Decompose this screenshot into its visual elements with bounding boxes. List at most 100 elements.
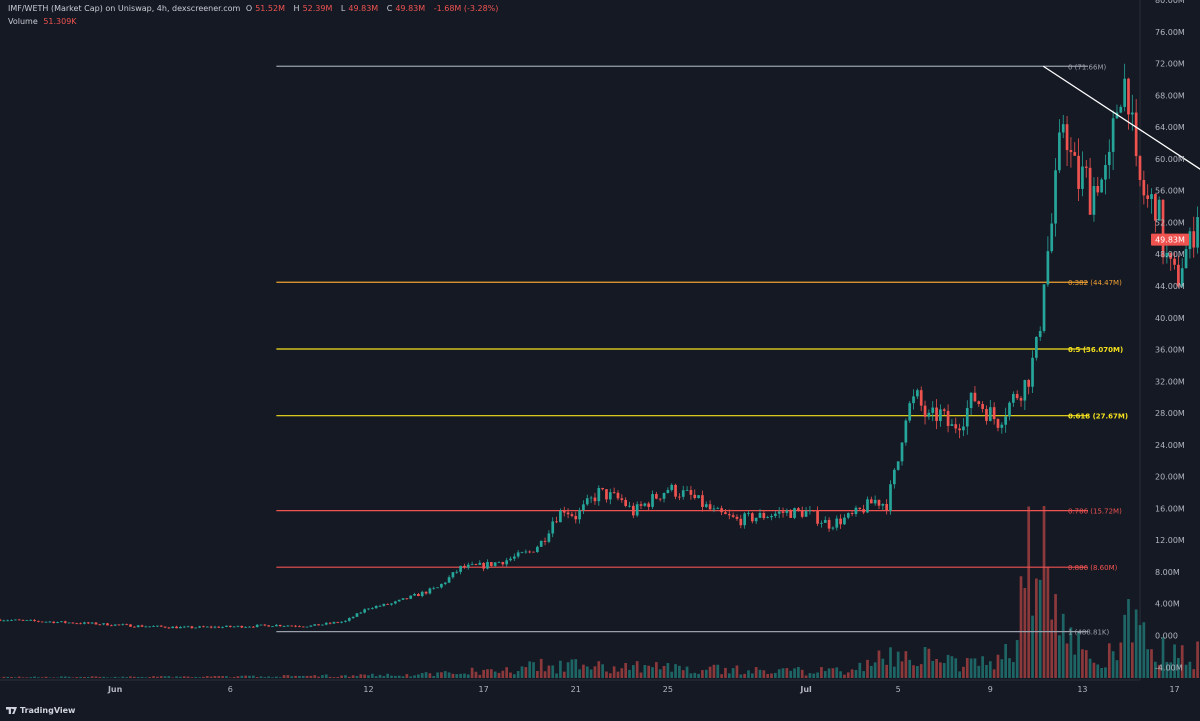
candle-body bbox=[850, 513, 854, 515]
candle-body bbox=[21, 619, 25, 621]
candle-body bbox=[1169, 252, 1173, 259]
candle-body bbox=[106, 623, 109, 626]
volume-bar bbox=[831, 668, 835, 678]
candle-body bbox=[309, 625, 313, 627]
candle-body bbox=[1146, 195, 1150, 199]
price-tick-label: 8.00M bbox=[1155, 568, 1180, 577]
volume-bar bbox=[800, 669, 804, 678]
volume-bar bbox=[1127, 599, 1130, 678]
price-tick-label: 68.00M bbox=[1155, 91, 1185, 100]
volume-bar bbox=[658, 669, 662, 678]
volume-bar bbox=[497, 672, 501, 678]
volume-bar bbox=[727, 673, 731, 678]
volume-bar bbox=[1134, 609, 1138, 678]
volume-bar bbox=[117, 677, 121, 678]
volume-bar bbox=[1035, 578, 1038, 678]
candle-body bbox=[869, 499, 873, 504]
volume-bar bbox=[774, 672, 777, 678]
time-tick-label: 12 bbox=[363, 685, 373, 694]
price-tick-label: 40.00M bbox=[1155, 314, 1185, 323]
candle-body bbox=[766, 517, 770, 519]
candle-body bbox=[1104, 165, 1107, 180]
candle-body bbox=[812, 510, 816, 512]
candle-body bbox=[1065, 124, 1069, 151]
candle-body bbox=[1011, 394, 1015, 403]
candle-body bbox=[232, 626, 236, 628]
volume-bar bbox=[954, 658, 958, 678]
candle-body bbox=[1088, 167, 1092, 215]
volume-bar bbox=[332, 677, 336, 678]
volume-bar bbox=[1142, 622, 1146, 678]
candle-body bbox=[881, 503, 885, 506]
volume-bar bbox=[1123, 614, 1126, 678]
volume-bar bbox=[271, 677, 274, 678]
candle-body bbox=[1027, 380, 1031, 387]
candle-body bbox=[225, 625, 228, 627]
volume-bar bbox=[881, 658, 885, 678]
price-tick-label: 80.00M bbox=[1155, 0, 1185, 5]
candle-body bbox=[14, 619, 17, 621]
candle-body bbox=[10, 620, 13, 621]
volume-bar bbox=[793, 668, 796, 678]
candle-body bbox=[1069, 150, 1073, 153]
candle-body bbox=[777, 511, 781, 514]
candle-body bbox=[536, 546, 539, 553]
volume-bar bbox=[1165, 661, 1169, 678]
volume-bar bbox=[405, 674, 409, 678]
candle-body bbox=[347, 618, 351, 621]
candle-body bbox=[428, 588, 432, 594]
volume-bar bbox=[133, 676, 136, 678]
candle-body bbox=[213, 626, 217, 628]
volume-bar bbox=[1008, 658, 1011, 678]
candle-body bbox=[1061, 124, 1065, 133]
volume-bar bbox=[893, 666, 896, 678]
volume-bar bbox=[1004, 644, 1007, 678]
volume-bar bbox=[996, 654, 1000, 678]
candle-body bbox=[401, 598, 405, 600]
candle-body bbox=[1127, 78, 1130, 115]
tradingview-logo[interactable]: TradingView bbox=[6, 706, 75, 715]
volume-bar bbox=[382, 676, 386, 678]
candle-body bbox=[916, 390, 919, 397]
volume-bar bbox=[432, 676, 436, 678]
candle-body bbox=[443, 582, 447, 584]
candle-body bbox=[1150, 194, 1153, 199]
trendline bbox=[1042, 65, 1200, 170]
candle-body bbox=[685, 490, 689, 491]
volume-bar bbox=[724, 667, 727, 678]
candle-body bbox=[704, 504, 708, 507]
volume-bar bbox=[900, 661, 904, 678]
candle-body bbox=[681, 490, 685, 497]
candle-body bbox=[37, 620, 40, 622]
candle-body bbox=[839, 518, 842, 525]
candle-body bbox=[758, 513, 762, 518]
price-tick-label: 0.000 bbox=[1155, 632, 1178, 641]
candle-body bbox=[566, 512, 570, 515]
price-tick-label: 72.00M bbox=[1155, 60, 1185, 69]
candle-body bbox=[1196, 217, 1199, 248]
candle-body bbox=[559, 510, 562, 523]
volume-bar bbox=[877, 650, 881, 678]
volume-bar bbox=[221, 676, 224, 678]
volume-bar bbox=[1069, 627, 1073, 678]
volume-bar bbox=[566, 662, 570, 678]
candle-body bbox=[236, 625, 240, 627]
volume-bar bbox=[1073, 654, 1077, 678]
candle-body bbox=[275, 624, 278, 627]
volume-bar bbox=[374, 676, 378, 678]
volume-bar bbox=[762, 670, 766, 678]
candle-body bbox=[747, 513, 750, 515]
volume-bar bbox=[1100, 667, 1103, 678]
candle-body bbox=[1177, 264, 1180, 287]
volume-bar bbox=[489, 669, 493, 678]
volume-bar bbox=[605, 671, 608, 678]
candle-body bbox=[505, 560, 509, 565]
candle-body bbox=[136, 625, 140, 627]
volume-bar bbox=[935, 658, 938, 678]
candle-body bbox=[739, 518, 743, 526]
volume-bar bbox=[912, 665, 915, 678]
candle-body bbox=[624, 499, 627, 506]
volume-bar bbox=[754, 667, 758, 678]
candle-body bbox=[708, 504, 712, 510]
